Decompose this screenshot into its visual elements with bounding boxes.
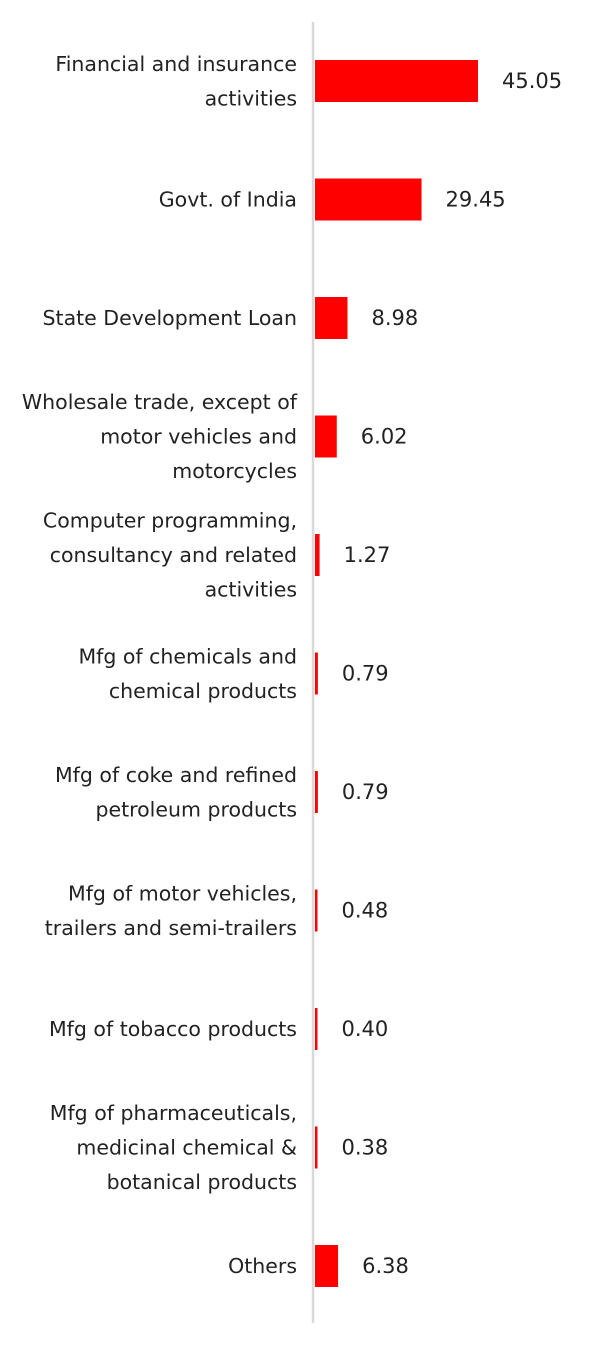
- bar-0: [315, 60, 478, 102]
- value-label-5: 0.79: [342, 662, 389, 686]
- category-label-4-line-0: Computer programming,: [43, 509, 297, 533]
- category-label-3: Wholesale trade, except of motor vehicles…: [22, 390, 298, 483]
- value-label-0: 45.05: [502, 69, 562, 93]
- category-label-2-line-0: State Development Loan: [43, 306, 297, 330]
- category-label-3-line-1: motor vehicles and: [100, 425, 297, 449]
- category-label-5: Mfg of chemicals and chemical products: [78, 644, 297, 703]
- value-label-3: 6.02: [361, 425, 408, 449]
- category-label-0-line-1: activities: [205, 86, 297, 110]
- category-label-8: Mfg of tobacco products: [49, 1017, 297, 1041]
- value-label-6: 0.79: [342, 780, 389, 804]
- category-label-7-line-0: Mfg of motor vehicles,: [68, 881, 297, 905]
- category-label-6-line-1: petroleum products: [96, 797, 298, 821]
- bars-layer: [315, 60, 478, 1287]
- category-label-2: State Development Loan: [43, 306, 297, 330]
- category-label-3-line-2: motorcycles: [172, 459, 297, 483]
- category-label-4-line-2: activities: [205, 578, 297, 602]
- category-label-9-line-2: botanical products: [107, 1170, 297, 1194]
- value-label-8: 0.40: [342, 1017, 389, 1041]
- bar-2: [315, 297, 348, 339]
- bar-3: [315, 415, 337, 458]
- value-label-9: 0.38: [342, 1136, 389, 1160]
- category-label-10: Others: [228, 1254, 297, 1278]
- value-label-1: 29.45: [446, 188, 506, 212]
- value-label-2: 8.98: [371, 306, 418, 330]
- category-label-10-line-0: Others: [228, 1254, 297, 1278]
- category-label-5-line-0: Mfg of chemicals and: [78, 644, 297, 668]
- category-label-6-line-0: Mfg of coke and refined: [55, 763, 297, 787]
- category-label-9-line-1: medicinal chemical &: [76, 1136, 297, 1160]
- value-label-7: 0.48: [342, 899, 389, 923]
- category-label-6: Mfg of coke and refined petroleum product…: [55, 763, 297, 822]
- bar-4: [315, 534, 320, 576]
- category-label-0-line-0: Financial and insurance: [55, 52, 297, 76]
- category-label-3-line-0: Wholesale trade, except of: [22, 390, 298, 414]
- category-label-1-line-0: Govt. of India: [159, 188, 297, 212]
- value-label-4: 1.27: [344, 543, 391, 567]
- category-label-4: Computer programming, consultancy and rel…: [43, 509, 297, 602]
- bar-5: [315, 652, 318, 695]
- category-label-8-line-0: Mfg of tobacco products: [49, 1017, 297, 1041]
- category-label-4-line-1: consultancy and related: [50, 543, 297, 567]
- category-label-0: Financial and insurance activities: [55, 52, 297, 111]
- category-label-7: Mfg of motor vehicles, trailers and semi-…: [45, 881, 297, 940]
- category-label-1: Govt. of India: [159, 188, 297, 212]
- bar-7: [315, 889, 318, 932]
- value-labels-layer: 45.05 29.45 8.98 6.02 1.27 0.79 0.79 0.48 0.40 0.…: [342, 69, 563, 1278]
- bar-8: [315, 1008, 318, 1050]
- bar-1: [315, 178, 422, 221]
- category-labels-layer: Financial and insurance activities Govt. o…: [22, 52, 298, 1278]
- value-label-10: 6.38: [362, 1254, 409, 1278]
- category-label-9: Mfg of pharmaceuticals, medicinal chemica…: [50, 1101, 297, 1194]
- bar-9: [315, 1126, 318, 1169]
- category-label-9-line-0: Mfg of pharmaceuticals,: [50, 1101, 297, 1125]
- category-label-7-line-1: trailers and semi-trailers: [45, 916, 297, 940]
- bar-6: [315, 771, 318, 813]
- bar-10: [315, 1245, 339, 1287]
- category-label-5-line-1: chemical products: [109, 679, 297, 703]
